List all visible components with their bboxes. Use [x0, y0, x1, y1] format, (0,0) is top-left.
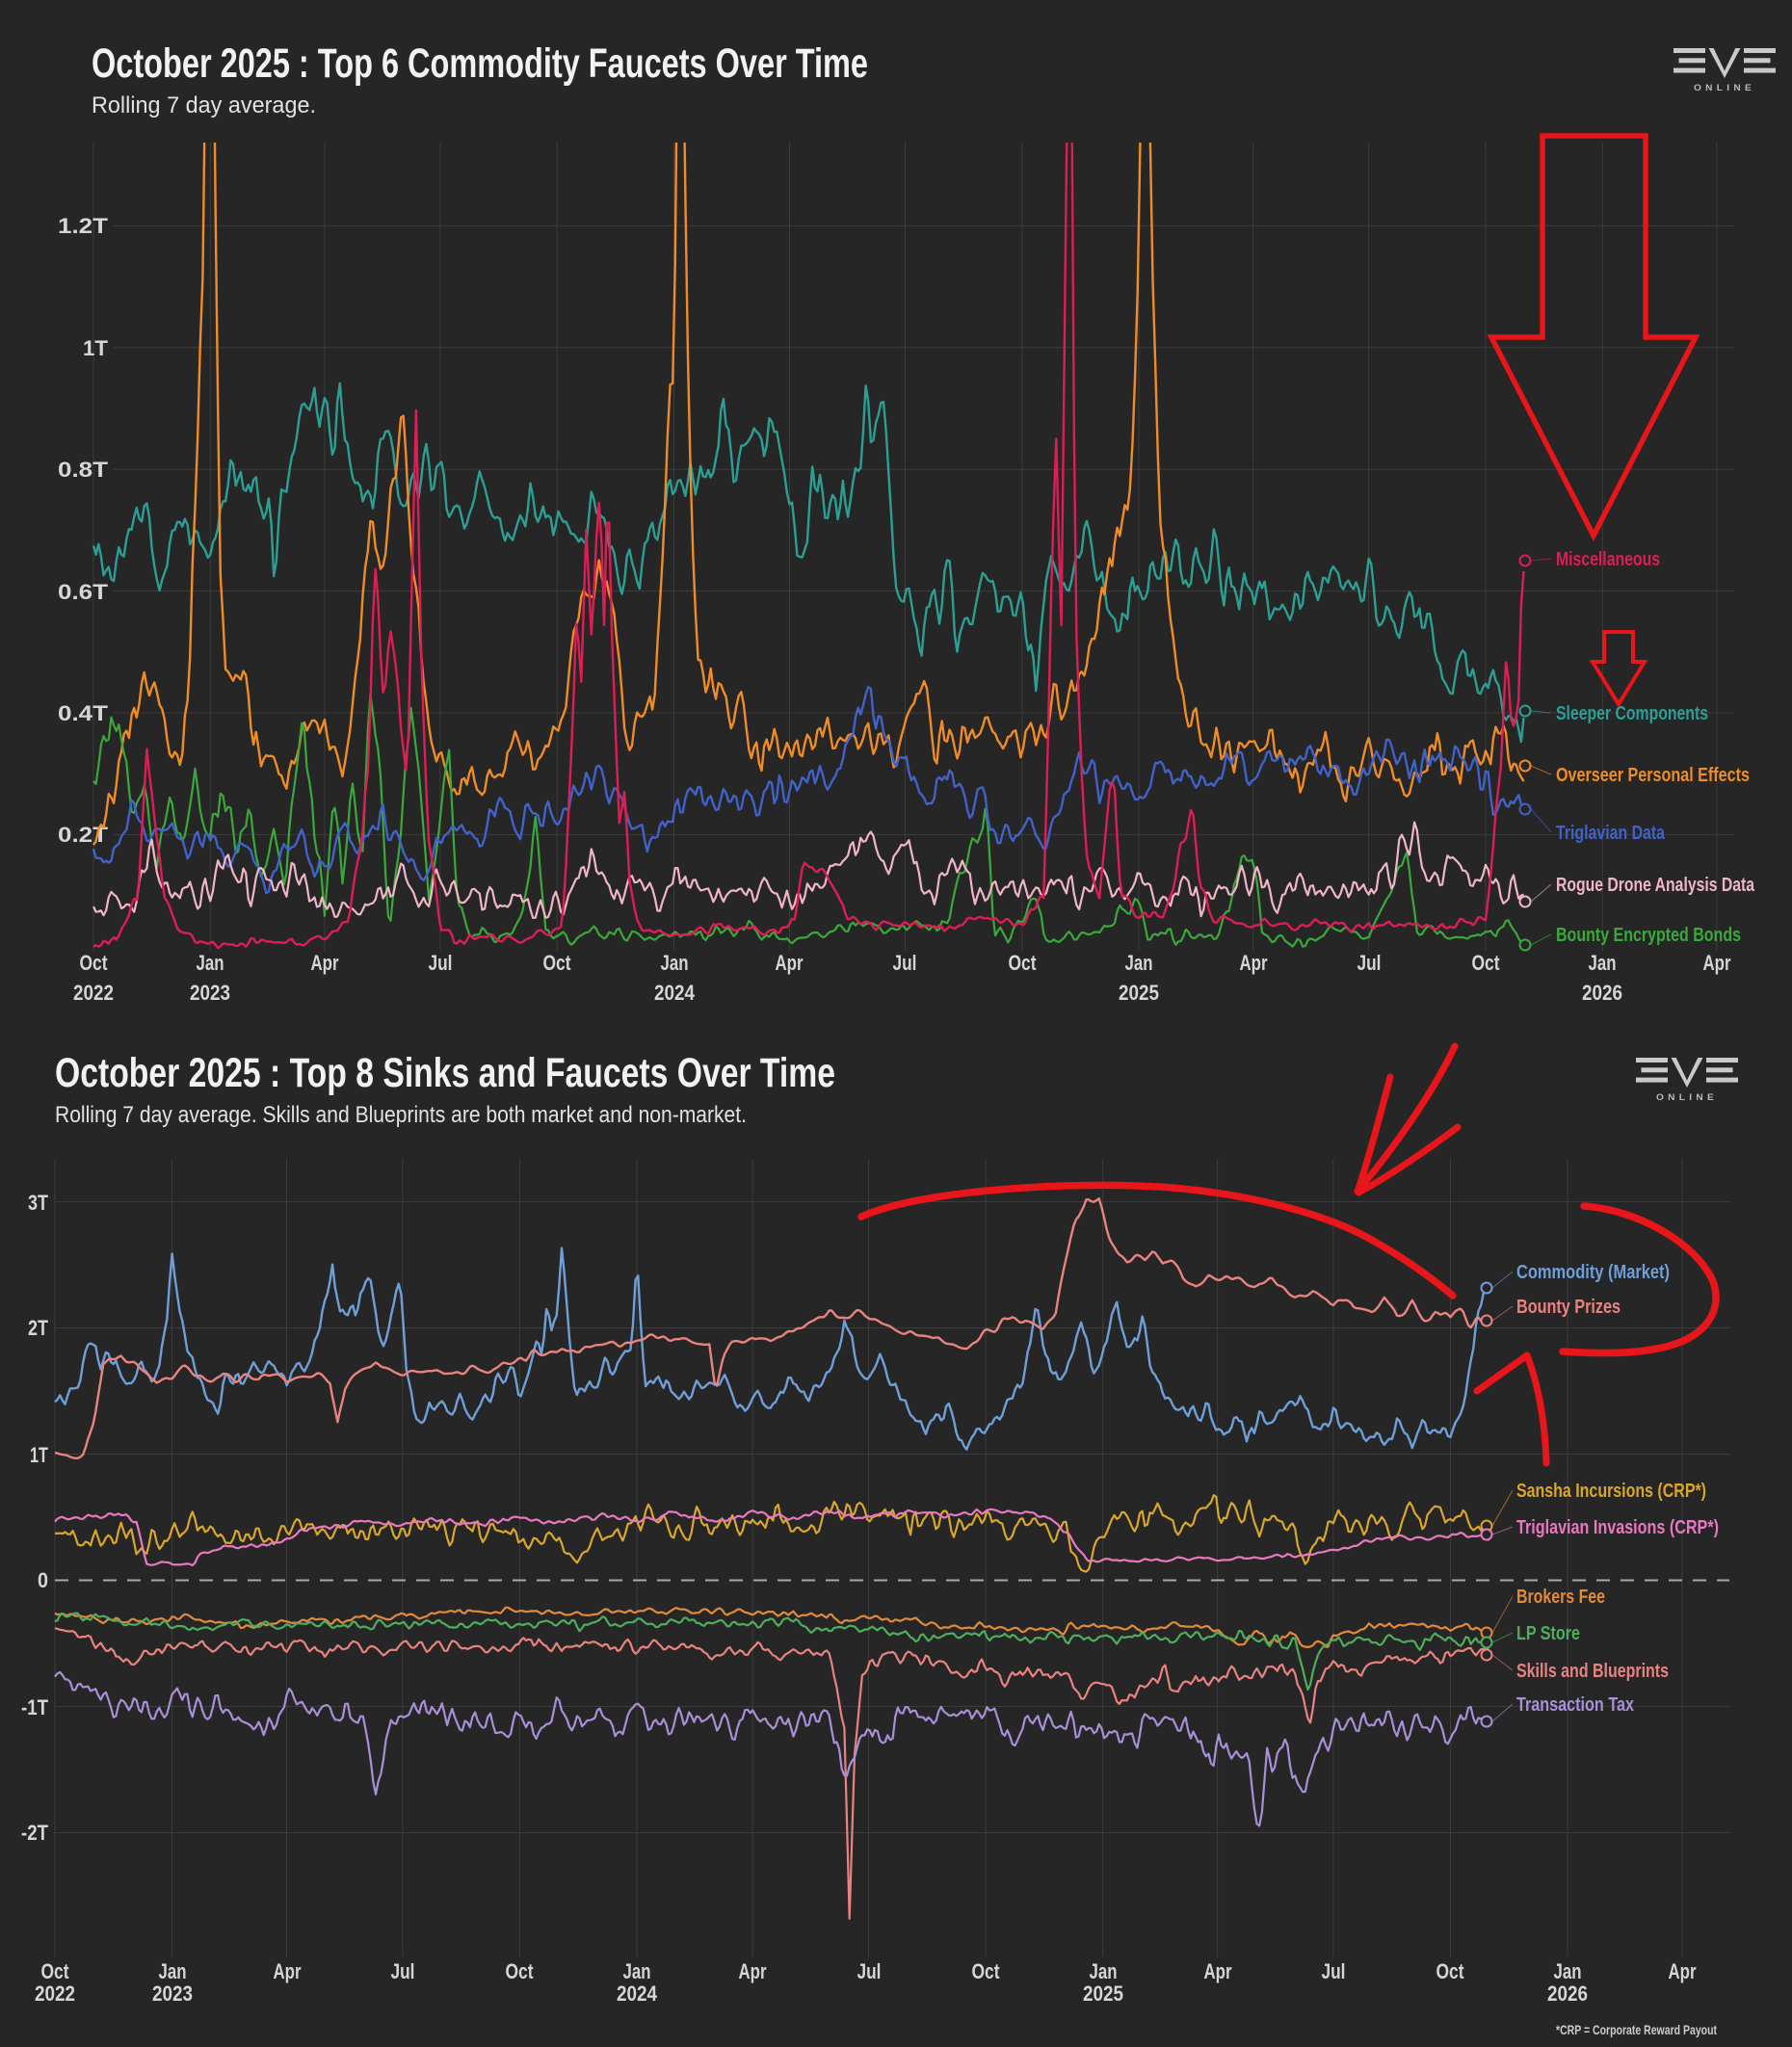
- svg-text:Commodity (Market): Commodity (Market): [1516, 1262, 1670, 1283]
- svg-text:Brokers Fee: Brokers Fee: [1516, 1587, 1605, 1608]
- svg-text:2024: 2024: [617, 1981, 658, 2006]
- svg-text:2025: 2025: [1119, 981, 1159, 1005]
- svg-text:ONLINE: ONLINE: [1694, 83, 1755, 93]
- svg-text:Overseer Personal Effects: Overseer Personal Effects: [1556, 765, 1750, 786]
- svg-text:Jul: Jul: [857, 1959, 882, 1983]
- svg-text:Jan: Jan: [1589, 951, 1617, 975]
- svg-text:Oct: Oct: [1472, 951, 1501, 975]
- svg-text:Apr: Apr: [1669, 1959, 1697, 1983]
- svg-text:Rolling 7 day average. Skills: Rolling 7 day average. Skills and Bluepr…: [55, 1102, 747, 1128]
- svg-text:Oct: Oct: [543, 951, 572, 975]
- svg-text:Oct: Oct: [1009, 951, 1038, 975]
- svg-text:Apr: Apr: [1240, 951, 1268, 975]
- svg-text:2026: 2026: [1582, 981, 1622, 1005]
- svg-text:1.2T: 1.2T: [58, 214, 109, 238]
- svg-text:Oct: Oct: [506, 1959, 535, 1983]
- svg-text:*CRP = Corporate Reward Payout: *CRP = Corporate Reward Payout: [1556, 2022, 1717, 2037]
- svg-text:Apr: Apr: [1204, 1959, 1232, 1983]
- svg-text:2022: 2022: [35, 1981, 75, 2006]
- svg-text:Apr: Apr: [311, 951, 339, 975]
- svg-text:Jan: Jan: [1125, 951, 1153, 975]
- svg-text:Rolling 7 day average.: Rolling 7 day average.: [92, 92, 316, 118]
- svg-text:Oct: Oct: [80, 951, 109, 975]
- svg-text:October 2025 : Top 6 Commodity: October 2025 : Top 6 Commodity Faucets O…: [92, 40, 868, 87]
- svg-text:Bounty Prizes: Bounty Prizes: [1516, 1297, 1621, 1318]
- svg-text:October 2025 : Top 8 Sinks and: October 2025 : Top 8 Sinks and Faucets O…: [55, 1050, 835, 1096]
- svg-text:Apr: Apr: [739, 1959, 767, 1983]
- svg-text:1T: 1T: [83, 336, 109, 360]
- svg-text:LP Store: LP Store: [1516, 1623, 1580, 1644]
- svg-text:2023: 2023: [190, 981, 230, 1005]
- svg-text:Triglavian Data: Triglavian Data: [1556, 823, 1666, 844]
- svg-text:Apr: Apr: [274, 1959, 302, 1983]
- svg-text:Bounty Encrypted Bonds: Bounty Encrypted Bonds: [1556, 925, 1741, 946]
- svg-text:Jul: Jul: [429, 951, 453, 975]
- svg-text:2024: 2024: [654, 981, 696, 1005]
- svg-text:0: 0: [38, 1568, 48, 1592]
- svg-text:Miscellaneous: Miscellaneous: [1556, 549, 1660, 570]
- svg-text:Jul: Jul: [1322, 1959, 1346, 1983]
- svg-text:Oct: Oct: [41, 1959, 70, 1983]
- svg-text:Jan: Jan: [1090, 1959, 1118, 1983]
- svg-text:Jul: Jul: [893, 951, 917, 975]
- svg-text:Jan: Jan: [159, 1959, 187, 1983]
- svg-text:Jan: Jan: [197, 951, 224, 975]
- svg-text:2022: 2022: [73, 981, 114, 1005]
- svg-text:Sleeper Components: Sleeper Components: [1556, 703, 1708, 724]
- svg-text:Rogue Drone Analysis Data: Rogue Drone Analysis Data: [1556, 875, 1755, 896]
- svg-text:0.4T: 0.4T: [58, 701, 109, 725]
- svg-text:Apr: Apr: [1703, 951, 1731, 975]
- svg-text:Sansha Incursions (CRP*): Sansha Incursions (CRP*): [1516, 1481, 1706, 1502]
- svg-text:Skills and Blueprints: Skills and Blueprints: [1516, 1661, 1669, 1682]
- svg-text:0.6T: 0.6T: [58, 580, 109, 604]
- svg-text:Jan: Jan: [661, 951, 689, 975]
- svg-text:3T: 3T: [28, 1191, 48, 1215]
- svg-text:-1T: -1T: [21, 1695, 48, 1719]
- svg-text:ONLINE: ONLINE: [1656, 1092, 1718, 1103]
- svg-text:Oct: Oct: [972, 1959, 1001, 1983]
- svg-text:1T: 1T: [30, 1443, 48, 1467]
- svg-text:2023: 2023: [152, 1981, 193, 2006]
- svg-text:2025: 2025: [1083, 1981, 1123, 2006]
- svg-text:Jul: Jul: [1357, 951, 1382, 975]
- svg-text:Transaction Tax: Transaction Tax: [1516, 1694, 1634, 1716]
- svg-text:-2T: -2T: [21, 1821, 48, 1845]
- svg-text:Jan: Jan: [623, 1959, 651, 1983]
- svg-text:2T: 2T: [28, 1316, 48, 1340]
- svg-text:Oct: Oct: [1436, 1959, 1465, 1983]
- svg-text:Jan: Jan: [1554, 1959, 1582, 1983]
- svg-text:Jul: Jul: [391, 1959, 415, 1983]
- svg-text:0.8T: 0.8T: [58, 458, 109, 482]
- svg-text:Triglavian Invasions (CRP*): Triglavian Invasions (CRP*): [1516, 1517, 1719, 1538]
- svg-text:2026: 2026: [1547, 1981, 1588, 2006]
- svg-text:Apr: Apr: [776, 951, 804, 975]
